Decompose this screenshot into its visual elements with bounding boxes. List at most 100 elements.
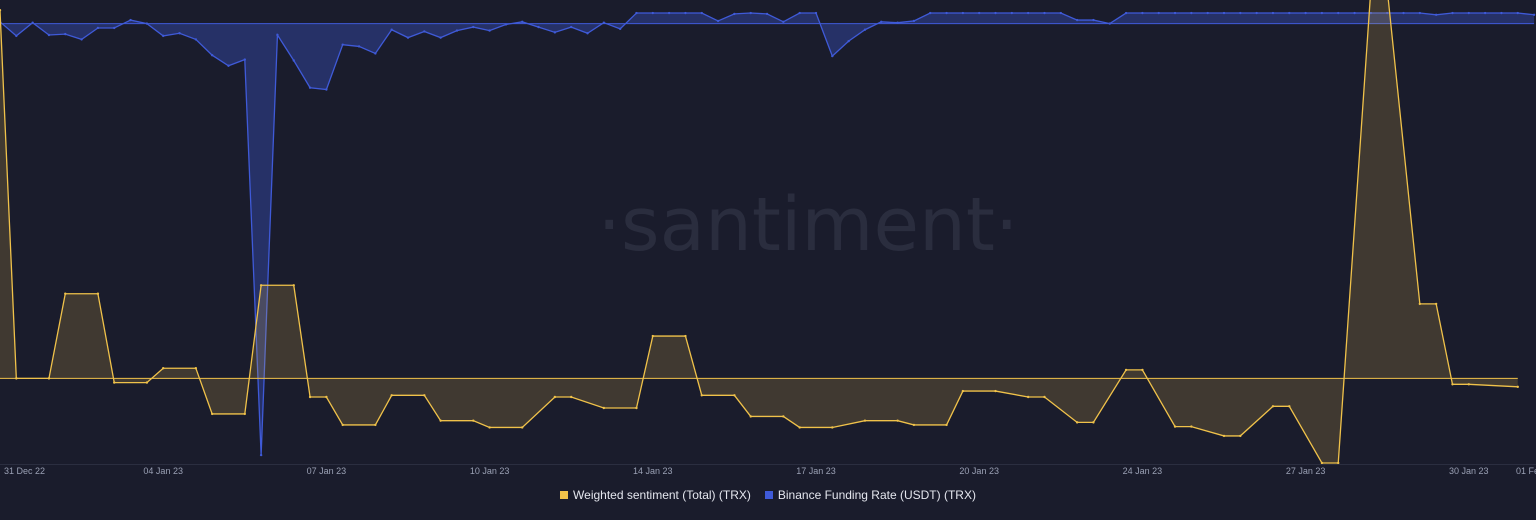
point-funding-19[interactable]	[308, 86, 312, 89]
point-funding-31[interactable]	[504, 23, 508, 26]
point-sentiment-22[interactable]	[521, 426, 524, 429]
point-funding-64[interactable]	[1043, 11, 1046, 15]
point-sentiment-36[interactable]	[896, 419, 899, 422]
point-sentiment-10[interactable]	[243, 412, 246, 416]
point-sentiment-15[interactable]	[341, 423, 344, 427]
point-sentiment-33[interactable]	[798, 426, 801, 429]
point-sentiment-37[interactable]	[912, 423, 916, 427]
point-funding-24[interactable]	[390, 28, 393, 31]
point-sentiment-47[interactable]	[1173, 425, 1177, 428]
point-funding-51[interactable]	[831, 54, 834, 58]
point-sentiment-27[interactable]	[651, 334, 654, 338]
point-funding-35[interactable]	[570, 25, 573, 29]
point-funding-44[interactable]	[716, 19, 720, 23]
point-sentiment-52[interactable]	[1288, 405, 1291, 408]
point-sentiment-40[interactable]	[994, 389, 997, 393]
point-sentiment-32[interactable]	[782, 415, 785, 418]
point-funding-53[interactable]	[863, 28, 867, 31]
point-funding-94[interactable]	[1532, 13, 1536, 16]
point-sentiment-34[interactable]	[831, 426, 834, 429]
point-sentiment-45[interactable]	[1124, 368, 1128, 372]
point-funding-4[interactable]	[64, 32, 67, 36]
point-funding-6[interactable]	[96, 26, 100, 30]
point-sentiment-53[interactable]	[1320, 461, 1324, 465]
point-funding-10[interactable]	[162, 34, 165, 38]
legend-item-funding[interactable]: Binance Funding Rate (USDT) (TRX)	[764, 488, 976, 502]
point-sentiment-6[interactable]	[145, 381, 149, 384]
point-funding-18[interactable]	[292, 59, 295, 62]
point-funding-9[interactable]	[145, 22, 149, 25]
point-funding-91[interactable]	[1483, 11, 1487, 15]
point-funding-38[interactable]	[618, 27, 622, 31]
point-funding-52[interactable]	[847, 39, 850, 43]
point-funding-3[interactable]	[47, 33, 51, 37]
point-funding-49[interactable]	[798, 11, 801, 15]
point-sentiment-50[interactable]	[1239, 434, 1242, 438]
point-funding-78[interactable]	[1271, 11, 1275, 15]
point-funding-13[interactable]	[210, 54, 214, 57]
point-funding-75[interactable]	[1222, 11, 1226, 15]
point-funding-37[interactable]	[602, 21, 606, 24]
point-sentiment-31[interactable]	[749, 415, 752, 418]
legend-item-sentiment[interactable]: Weighted sentiment (Total) (TRX)	[560, 488, 751, 502]
point-funding-90[interactable]	[1467, 11, 1471, 15]
point-funding-33[interactable]	[537, 25, 540, 29]
point-funding-68[interactable]	[1108, 22, 1111, 25]
point-funding-56[interactable]	[912, 19, 916, 23]
point-funding-30[interactable]	[488, 29, 491, 32]
point-sentiment-13[interactable]	[308, 395, 312, 399]
point-funding-86[interactable]	[1402, 11, 1405, 15]
point-sentiment-28[interactable]	[684, 334, 687, 338]
point-funding-58[interactable]	[945, 11, 948, 15]
point-funding-67[interactable]	[1092, 18, 1095, 22]
point-funding-83[interactable]	[1353, 11, 1356, 15]
point-funding-45[interactable]	[733, 12, 736, 16]
point-funding-72[interactable]	[1173, 11, 1177, 15]
point-sentiment-16[interactable]	[374, 423, 377, 427]
point-sentiment-54[interactable]	[1337, 461, 1340, 465]
point-funding-36[interactable]	[586, 32, 589, 35]
point-sentiment-57[interactable]	[1418, 302, 1422, 306]
point-funding-54[interactable]	[880, 20, 883, 24]
point-funding-46[interactable]	[749, 11, 752, 15]
point-funding-34[interactable]	[553, 31, 557, 34]
point-funding-69[interactable]	[1124, 11, 1128, 15]
point-funding-66[interactable]	[1075, 18, 1079, 22]
point-funding-62[interactable]	[1010, 11, 1014, 15]
point-sentiment-23[interactable]	[553, 395, 557, 399]
point-sentiment-43[interactable]	[1075, 421, 1079, 424]
point-sentiment-29[interactable]	[700, 394, 703, 397]
point-funding-89[interactable]	[1451, 11, 1454, 15]
point-funding-77[interactable]	[1255, 11, 1258, 15]
point-sentiment-8[interactable]	[194, 367, 198, 370]
point-sentiment-44[interactable]	[1092, 421, 1095, 424]
point-funding-42[interactable]	[684, 11, 687, 15]
point-sentiment-20[interactable]	[472, 419, 475, 422]
point-sentiment-3[interactable]	[64, 292, 67, 295]
point-funding-55[interactable]	[896, 21, 899, 24]
point-sentiment-39[interactable]	[961, 389, 965, 393]
point-funding-71[interactable]	[1157, 11, 1160, 15]
point-sentiment-59[interactable]	[1451, 383, 1454, 386]
point-funding-39[interactable]	[635, 11, 638, 15]
point-sentiment-35[interactable]	[863, 419, 867, 422]
point-funding-47[interactable]	[765, 12, 769, 16]
point-sentiment-42[interactable]	[1043, 395, 1046, 399]
point-funding-26[interactable]	[423, 30, 426, 33]
point-sentiment-41[interactable]	[1026, 395, 1030, 399]
point-funding-82[interactable]	[1337, 11, 1340, 15]
point-sentiment-49[interactable]	[1222, 434, 1226, 438]
point-sentiment-18[interactable]	[423, 394, 426, 397]
point-funding-11[interactable]	[178, 32, 181, 35]
point-funding-88[interactable]	[1434, 13, 1438, 16]
point-sentiment-1[interactable]	[15, 377, 18, 380]
point-funding-73[interactable]	[1190, 11, 1193, 15]
point-funding-57[interactable]	[929, 11, 932, 15]
point-funding-50[interactable]	[814, 11, 818, 15]
point-funding-8[interactable]	[129, 18, 132, 22]
point-funding-65[interactable]	[1059, 11, 1063, 15]
point-funding-27[interactable]	[439, 36, 442, 39]
point-funding-85[interactable]	[1386, 11, 1389, 15]
point-funding-43[interactable]	[700, 11, 703, 15]
point-funding-76[interactable]	[1239, 11, 1242, 15]
